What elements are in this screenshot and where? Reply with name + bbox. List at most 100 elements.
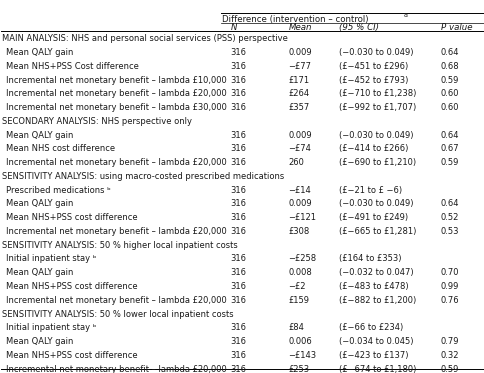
Text: Mean QALY gain: Mean QALY gain [6,48,74,57]
Text: Mean NHS+PSS cost difference: Mean NHS+PSS cost difference [6,351,138,360]
Text: 316: 316 [230,76,246,85]
Text: SENSITIVITY ANALYSIS: using macro-costed prescribed medications: SENSITIVITY ANALYSIS: using macro-costed… [1,172,283,181]
Text: Incremental net monetary benefit – lambda £20,000: Incremental net monetary benefit – lambd… [6,227,227,236]
Text: (−0.030 to 0.049): (−0.030 to 0.049) [338,48,413,57]
Text: (£−483 to £478): (£−483 to £478) [338,282,408,291]
Text: 0.60: 0.60 [440,89,458,98]
Text: 316: 316 [230,351,246,360]
Text: (£−452 to £793): (£−452 to £793) [338,76,408,85]
Text: 0.32: 0.32 [440,351,458,360]
Text: 316: 316 [230,48,246,57]
Text: 316: 316 [230,144,246,153]
Text: 0.59: 0.59 [440,76,458,85]
Text: 316: 316 [230,337,246,346]
Text: £159: £159 [288,296,309,305]
Text: 316: 316 [230,158,246,167]
Text: (−0.030 to 0.049): (−0.030 to 0.049) [338,200,413,209]
Text: (£−66 to £234): (£−66 to £234) [338,323,403,332]
Text: −£74: −£74 [288,144,311,153]
Text: (£164 to £353): (£164 to £353) [338,254,401,263]
Text: Mean NHS+PSS Cost difference: Mean NHS+PSS Cost difference [6,62,139,71]
Text: Mean NHS+PSS cost difference: Mean NHS+PSS cost difference [6,282,138,291]
Text: 0.67: 0.67 [440,144,458,153]
Text: £357: £357 [288,103,309,112]
Text: (95 % CI): (95 % CI) [338,23,378,32]
Text: 316: 316 [230,268,246,277]
Text: Initial inpatient stay ᵇ: Initial inpatient stay ᵇ [6,323,97,332]
Text: (−0.030 to 0.049): (−0.030 to 0.049) [338,131,413,140]
Text: £171: £171 [288,76,309,85]
Text: Mean QALY gain: Mean QALY gain [6,200,74,209]
Text: 0.009: 0.009 [288,131,311,140]
Text: 260: 260 [288,158,303,167]
Text: 0.99: 0.99 [440,282,458,291]
Text: 0.76: 0.76 [440,296,458,305]
Text: Incremental net monetary benefit – lambda £10,000: Incremental net monetary benefit – lambd… [6,76,227,85]
Text: 316: 316 [230,296,246,305]
Text: −£77: −£77 [288,62,311,71]
Text: 0.68: 0.68 [440,62,458,71]
Text: 0.53: 0.53 [440,227,458,236]
Text: £264: £264 [288,89,309,98]
Text: N: N [230,23,236,32]
Text: P value: P value [440,23,471,32]
Text: 316: 316 [230,131,246,140]
Text: 316: 316 [230,323,246,332]
Text: £84: £84 [288,323,303,332]
Text: −£143: −£143 [288,351,316,360]
Text: 316: 316 [230,364,246,373]
Text: Incremental net monetary benefit – lambda £20,000: Incremental net monetary benefit – lambd… [6,364,227,373]
Text: −£14: −£14 [288,186,311,195]
Text: 316: 316 [230,254,246,263]
Text: 0.008: 0.008 [288,268,312,277]
Text: Mean QALY gain: Mean QALY gain [6,131,74,140]
Text: a: a [403,12,407,18]
Text: Incremental net monetary benefit – lambda £30,000: Incremental net monetary benefit – lambd… [6,103,227,112]
Text: Mean QALY gain: Mean QALY gain [6,337,74,346]
Text: 0.64: 0.64 [440,48,458,57]
Text: (£−710 to £1,238): (£−710 to £1,238) [338,89,416,98]
Text: (£−882 to £1,200): (£−882 to £1,200) [338,296,416,305]
Text: 0.60: 0.60 [440,103,458,112]
Text: Initial inpatient stay ᵇ: Initial inpatient stay ᵇ [6,254,97,263]
Text: 0.79: 0.79 [440,337,458,346]
Text: 0.64: 0.64 [440,200,458,209]
Text: 0.009: 0.009 [288,48,311,57]
Text: (£−491 to £249): (£−491 to £249) [338,213,408,222]
Text: (−0.034 to 0.045): (−0.034 to 0.045) [338,337,413,346]
Text: (£−423 to £137): (£−423 to £137) [338,351,408,360]
Text: 316: 316 [230,200,246,209]
Text: 316: 316 [230,227,246,236]
Text: MAIN ANALYSIS: NHS and personal social services (PSS) perspective: MAIN ANALYSIS: NHS and personal social s… [1,34,287,43]
Text: £308: £308 [288,227,309,236]
Text: SECONDARY ANALYSIS: NHS perspective only: SECONDARY ANALYSIS: NHS perspective only [1,117,191,126]
Text: Incremental net monetary benefit – lambda £20,000: Incremental net monetary benefit – lambd… [6,89,227,98]
Text: 0.59: 0.59 [440,364,458,373]
Text: 316: 316 [230,213,246,222]
Text: 316: 316 [230,186,246,195]
Text: Mean NHS+PSS cost difference: Mean NHS+PSS cost difference [6,213,138,222]
Text: 0.52: 0.52 [440,213,458,222]
Text: (£−690 to £1,210): (£−690 to £1,210) [338,158,415,167]
Text: £253: £253 [288,364,309,373]
Text: Mean NHS cost difference: Mean NHS cost difference [6,144,115,153]
Text: 0.70: 0.70 [440,268,458,277]
Text: Incremental net monetary benefit – lambda £20,000: Incremental net monetary benefit – lambd… [6,158,227,167]
Text: −£121: −£121 [288,213,316,222]
Text: 316: 316 [230,62,246,71]
Text: Mean QALY gain: Mean QALY gain [6,268,74,277]
Text: (£−674 to £1,180): (£−674 to £1,180) [338,364,416,373]
Text: 0.64: 0.64 [440,131,458,140]
Text: Difference (intervention – control): Difference (intervention – control) [222,15,371,24]
Text: Incremental net monetary benefit – lambda £20,000: Incremental net monetary benefit – lambd… [6,296,227,305]
Text: (£−21 to £ −6): (£−21 to £ −6) [338,186,402,195]
Text: −£2: −£2 [288,282,305,291]
Text: 316: 316 [230,89,246,98]
Text: Mean: Mean [288,23,311,32]
Text: 0.59: 0.59 [440,158,458,167]
Text: SENSITIVITY ANALYSIS: 50 % lower local inpatient costs: SENSITIVITY ANALYSIS: 50 % lower local i… [1,310,233,319]
Text: (£−451 to £296): (£−451 to £296) [338,62,408,71]
Text: (£−414 to £266): (£−414 to £266) [338,144,408,153]
Text: (£−665 to £1,281): (£−665 to £1,281) [338,227,416,236]
Text: 0.006: 0.006 [288,337,312,346]
